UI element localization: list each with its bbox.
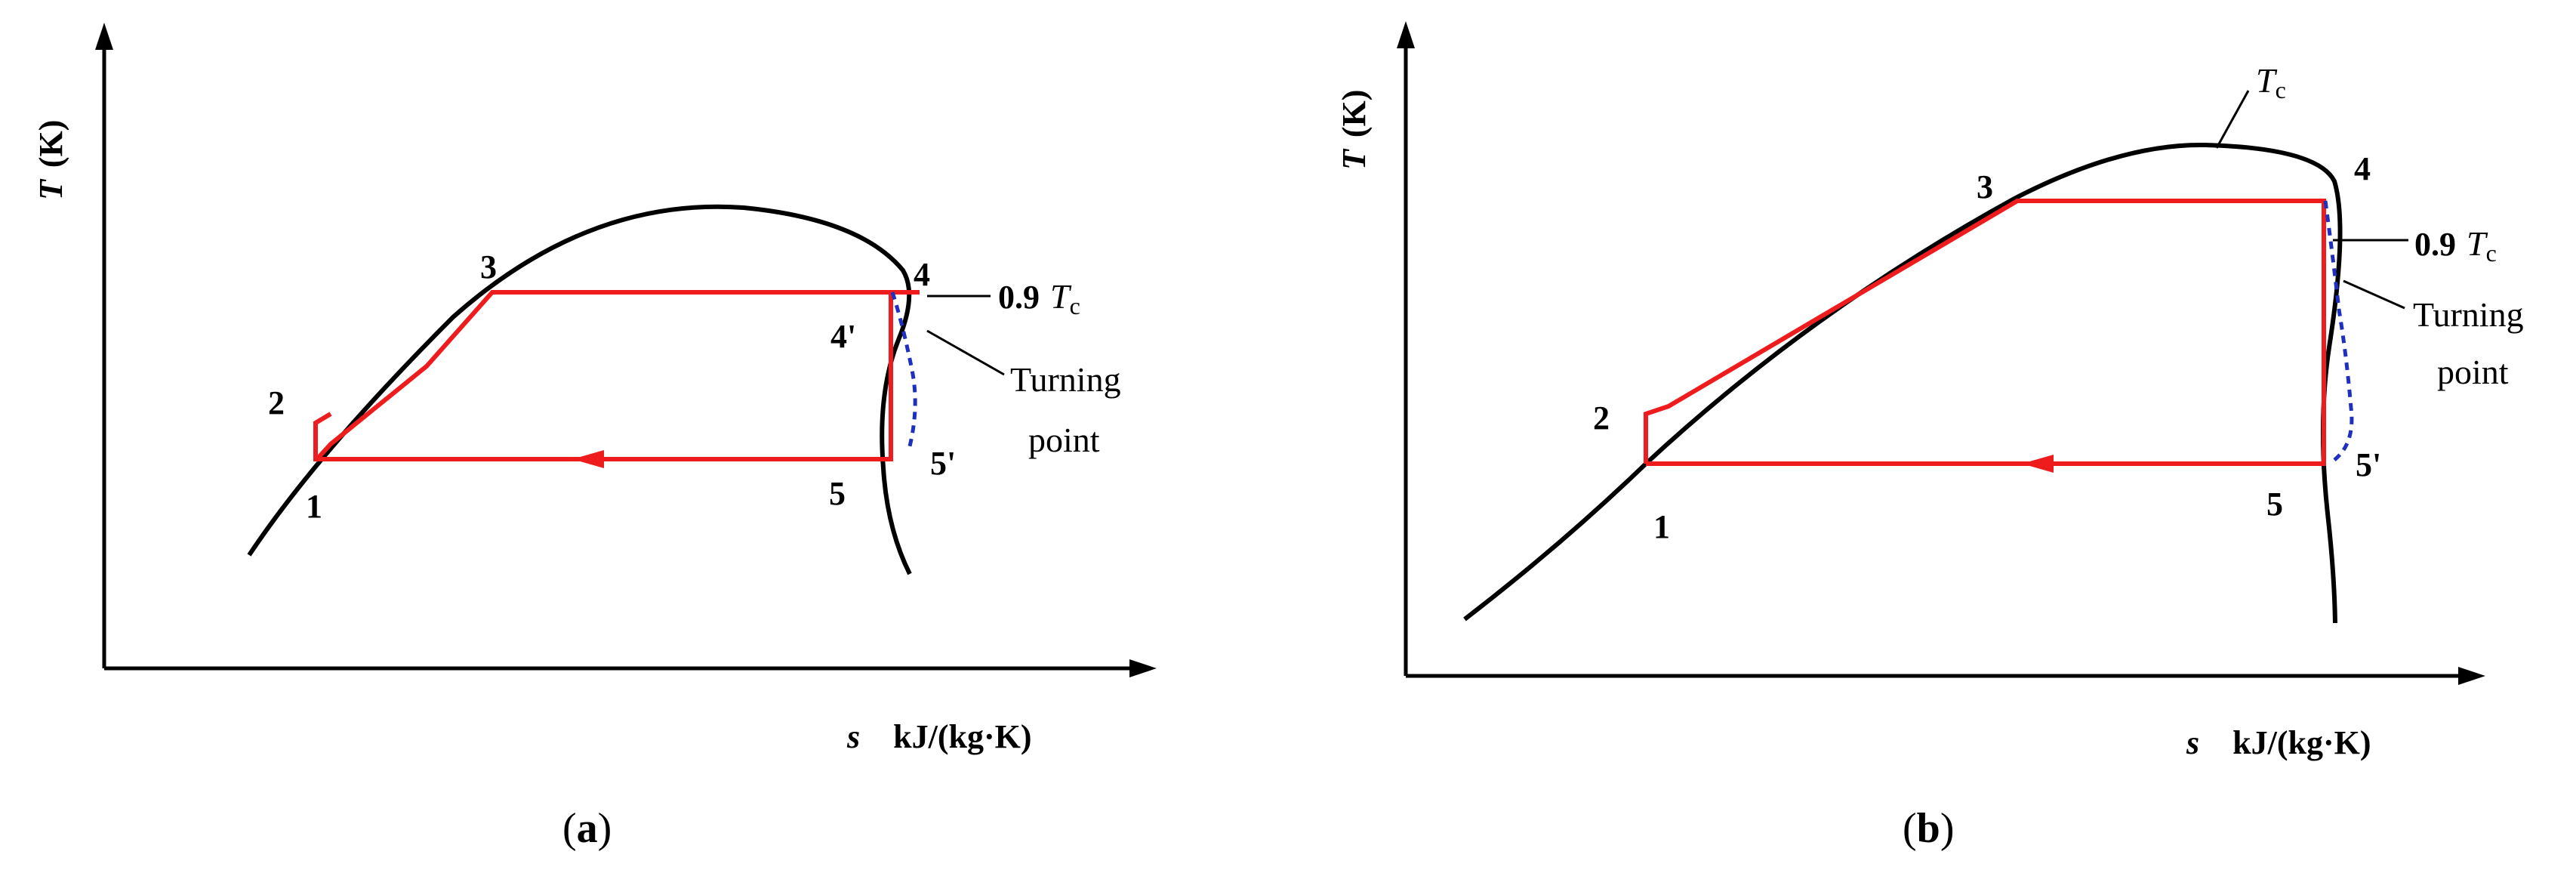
tc-top-leader-b	[2215, 90, 2250, 149]
point-4-b: 4	[2354, 150, 2371, 187]
dashed-path-a	[890, 292, 917, 450]
point-5-a: 5	[829, 475, 846, 512]
y-axis-arrow-b	[1397, 21, 1415, 48]
point-5prime-b: 5'	[2356, 446, 2381, 483]
point-5prime-a: 5'	[930, 445, 956, 482]
tc-annotation-b: 0.9 Tc	[2414, 224, 2497, 267]
tc-annotation-a: 0.9 Tc	[998, 277, 1080, 319]
panel-b: 1 2 3 4 5 5' Tc 0.9 Tc Turning point T (…	[1336, 21, 2524, 852]
caption-b: (b)	[1903, 805, 1954, 852]
turning-leader-b	[2343, 279, 2405, 310]
x-axis-title-b: s kJ/(kg·K)	[2186, 724, 2371, 761]
turning-label-line1-a: Turning	[1010, 360, 1121, 399]
turning-label-line1-b: Turning	[2413, 295, 2524, 334]
tc-top-label-b: Tc	[2256, 61, 2286, 103]
cycle-path-b	[1644, 199, 2326, 466]
flow-arrow-a	[572, 450, 604, 468]
cycle-path-a	[313, 290, 920, 463]
point-3-a: 3	[480, 248, 497, 285]
x-axis-title-a: s kJ/(kg·K)	[846, 718, 1032, 755]
x-axis-arrow-a	[1129, 659, 1157, 677]
point-2-a: 2	[268, 384, 285, 421]
point-4prime-a: 4'	[830, 318, 856, 355]
y-axis-arrow-a	[95, 23, 113, 50]
dashed-path-b	[2323, 200, 2354, 464]
saturation-dome-b	[1463, 142, 2343, 624]
point-1-a: 1	[306, 488, 322, 525]
point-1-b: 1	[1653, 508, 1670, 545]
flow-arrow-b	[2022, 455, 2054, 473]
panel-a: 1 2 3 4 4' 5 5' 0.9 Tc Turning point T (…	[32, 23, 1157, 852]
point-4-a: 4	[914, 256, 930, 293]
point-3-b: 3	[1977, 168, 1993, 205]
point-5-b: 5	[2266, 486, 2283, 523]
y-axis-title-b: T (K)	[1336, 90, 1373, 170]
x-axis-arrow-b	[2458, 667, 2485, 685]
y-axis-title-a: T (K)	[32, 120, 69, 200]
caption-a: (a)	[562, 805, 612, 852]
turning-leader-a	[926, 329, 1005, 376]
saturation-dome-a	[247, 204, 912, 575]
turning-label-line2-b: point	[2437, 353, 2509, 391]
point-2-b: 2	[1593, 399, 1610, 436]
turning-label-line2-a: point	[1028, 421, 1100, 459]
